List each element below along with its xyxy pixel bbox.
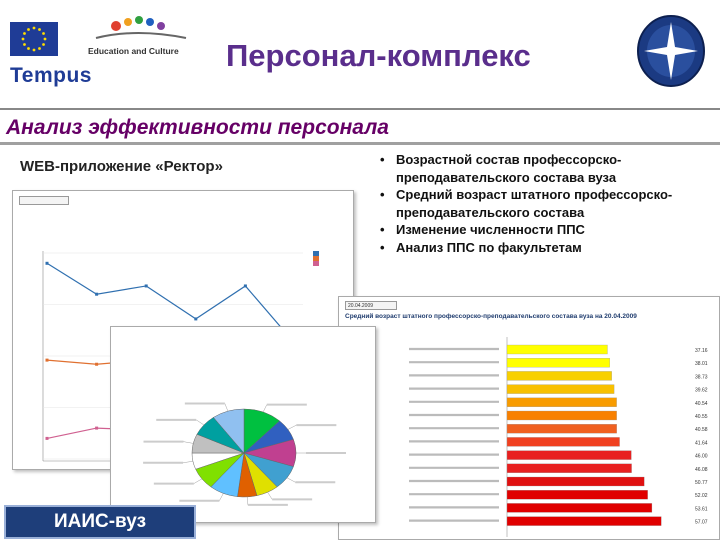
data-label: 52.02 [695, 493, 708, 499]
bar [506, 503, 653, 513]
bar [506, 463, 632, 473]
app-caption: WEB-приложение «Ректор» [20, 158, 223, 175]
education-culture-logo [95, 16, 187, 39]
eu-star-icon [38, 28, 41, 31]
bar [506, 344, 608, 355]
data-label: 39.62 [695, 388, 708, 394]
data-label: 38.01 [695, 361, 708, 367]
slice-leader [262, 404, 268, 413]
data-point [95, 426, 99, 430]
bar [506, 371, 612, 381]
eu-star-icon [23, 43, 26, 46]
data-label: 57.07 [695, 520, 708, 526]
feature-list: Возрастной состав профессорско-преподава… [380, 151, 710, 257]
university-emblem-icon [637, 15, 705, 87]
data-label: 53.61 [695, 506, 708, 512]
data-label: 40.54 [695, 401, 708, 407]
eu-star-icon [23, 32, 26, 35]
date-field[interactable]: 20.04.2009 [345, 301, 397, 310]
slice-leader [287, 424, 297, 430]
data-label: 40.55 [695, 414, 708, 420]
series-line [46, 262, 296, 345]
iais-badge: ИАИС-вуз [4, 505, 196, 539]
feature-item: Изменение численности ППС [380, 221, 710, 239]
bar [506, 358, 610, 368]
bar [506, 476, 645, 487]
eu-star-icon [27, 28, 30, 31]
section-divider [0, 142, 720, 145]
page-title: Персонал-комплекс [226, 38, 531, 73]
date-field[interactable] [19, 196, 69, 205]
data-point [45, 436, 49, 440]
eu-star-icon [38, 47, 41, 50]
slice-leader [183, 461, 193, 463]
education-culture-label: Education and Culture [88, 46, 179, 56]
eu-star-icon [42, 32, 45, 35]
feature-item: Анализ ППС по факультетам [380, 239, 710, 257]
slice-leader [183, 441, 194, 444]
section-title: Анализ эффективности персонала [6, 116, 389, 139]
eu-star-icon [27, 47, 30, 50]
slice-leader [224, 403, 229, 412]
slice-leader [267, 492, 273, 500]
eu-star-icon [42, 43, 45, 46]
data-label: 41.64 [695, 440, 708, 446]
data-label: 50.77 [695, 480, 708, 486]
eu-star-icon [43, 37, 47, 41]
eu-star-icon [32, 48, 36, 52]
feature-item: Возрастной состав профессорско-преподава… [380, 151, 710, 186]
slice-leader [193, 478, 203, 484]
data-label: 46.00 [695, 454, 708, 460]
slice-leader [286, 477, 296, 483]
bar [506, 516, 662, 526]
eu-flag-logo [10, 22, 58, 56]
data-label: 37.16 [695, 348, 708, 354]
data-point [144, 284, 148, 288]
bar-chart-caption: Средний возраст штатного профессорско-пр… [345, 313, 637, 320]
tempus-logo-text: Tempus [10, 64, 92, 87]
data-point [194, 317, 198, 321]
bar [506, 384, 615, 394]
header-divider [0, 108, 720, 110]
data-point [45, 358, 49, 362]
data-label: 38.73 [695, 374, 708, 380]
data-point [95, 362, 99, 366]
feature-item: Средний возраст штатного профессорско-пр… [380, 186, 710, 221]
bar [506, 490, 648, 500]
bar-chart: 37.16 38.01 38.73 39.62 40.54 40.55 40.58 41.64… [409, 337, 708, 537]
data-point [45, 261, 49, 265]
eu-star-icon [21, 37, 25, 41]
data-label: 40.58 [695, 427, 708, 433]
data-point [95, 292, 99, 296]
chart-legend [313, 251, 319, 266]
bar [506, 437, 620, 447]
bar-chart-window: 20.04.2009 Средний возраст штатного проф… [338, 296, 720, 540]
bar [506, 410, 617, 421]
bar [506, 397, 617, 407]
slice-leader [196, 419, 205, 426]
bar [506, 450, 632, 460]
slice-leader [219, 493, 224, 501]
bar [506, 424, 617, 434]
eu-star-icon [32, 26, 36, 30]
eu-stars-icon [21, 26, 47, 52]
data-point [243, 284, 247, 288]
pie-chart [143, 402, 346, 506]
pie-chart-window [110, 326, 376, 523]
data-label: 46.08 [695, 467, 708, 473]
slice-leader [247, 496, 249, 505]
